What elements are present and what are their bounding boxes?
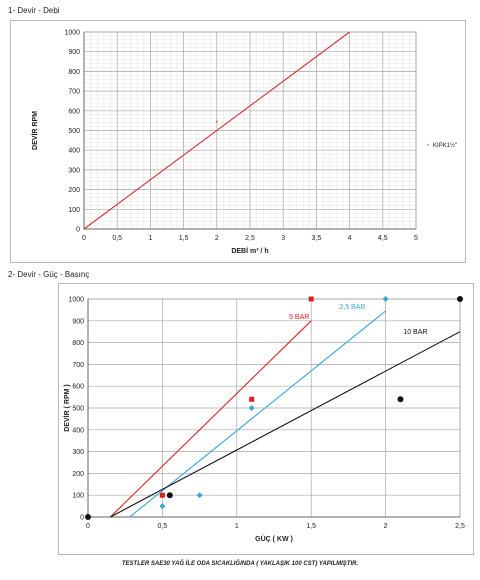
- series-labels: 5 BAR 2,5 BAR 10 BAR: [289, 304, 427, 336]
- data-point: [159, 492, 165, 498]
- data-point: [382, 296, 389, 302]
- y-tick-label: 0: [80, 515, 84, 522]
- series: *: [83, 31, 350, 230]
- x-axis-label: GÜÇ ( KW ): [255, 534, 293, 543]
- devir-debi-chart: 0 0,5 1 1,5 2 2,5 3 3,5 4 4,5 5 0 100 200 300 400 500 600…: [31, 30, 457, 256]
- y-axis-label: DEVİR ( RPM ): [63, 384, 71, 431]
- data-point: [457, 296, 463, 302]
- x-tick-label: 4: [348, 235, 352, 242]
- data-point: [248, 405, 255, 411]
- x-tick-label: 4,5: [378, 235, 388, 242]
- y-tick-label: 100: [68, 207, 80, 214]
- x-tick-label: 1: [235, 523, 239, 530]
- x-tick-label: 0,5: [112, 235, 122, 242]
- tick-labels: 0 0,5 1 1,5 2 2,5 3 3,5 4 4,5 5 0 100 200 300 400 500 600…: [64, 30, 418, 243]
- x-tick-label: 1,5: [179, 235, 189, 242]
- trendline: [83, 31, 350, 230]
- data-point: [308, 296, 314, 302]
- y-tick-label: 1000: [64, 30, 80, 37]
- data-point: [159, 503, 166, 510]
- y-tick-label: 700: [72, 362, 84, 369]
- y-tick-label: 600: [68, 108, 80, 115]
- grid: [83, 31, 417, 230]
- data-point: [85, 514, 91, 520]
- x-tick-label: 2: [215, 235, 219, 242]
- chart1-frame: 0 0,5 1 1,5 2 2,5 3 3,5 4 4,5 5 0 100 200 300 400 500 600…: [10, 20, 466, 263]
- series: [85, 296, 463, 520]
- y-tick-label: 900: [68, 49, 80, 56]
- y-tick-label: 500: [68, 128, 80, 135]
- x-tick-label: 2,5: [245, 235, 255, 242]
- y-tick-label: 500: [72, 406, 84, 413]
- x-tick-label: 0: [86, 523, 90, 530]
- x-tick-label: 2: [384, 523, 388, 530]
- data-point: [249, 396, 255, 402]
- data-point: [196, 492, 203, 499]
- y-tick-label: 400: [68, 148, 80, 155]
- x-tick-label: 3,5: [312, 235, 322, 242]
- devir-guc-basinc-chart: 0 0,5 1 1,5 2 2,5 0 100 200 300 400 500 600 700 800 900…: [63, 296, 465, 543]
- x-axis-label: DEBİ m³ / h: [231, 247, 268, 255]
- tick-labels: 0 0,5 1 1,5 2 2,5 0 100 200 300 400 500 600 700 800 900…: [68, 297, 465, 531]
- y-tick-label: 300: [68, 167, 80, 174]
- y-tick-label: 600: [72, 384, 84, 391]
- legend-marker: *: [427, 144, 430, 150]
- y-tick-label: 0: [76, 227, 80, 234]
- y-tick-label: 200: [68, 187, 80, 194]
- y-tick-label: 300: [72, 449, 84, 456]
- trendline: [109, 320, 312, 518]
- series-label: 5 BAR: [289, 314, 309, 321]
- series-label: 2,5 BAR: [339, 304, 365, 311]
- x-tick-label: 1,5: [306, 523, 316, 530]
- x-tick-label: 2,5: [455, 523, 465, 530]
- x-tick-label: 3: [281, 235, 285, 242]
- data-point: *: [215, 120, 218, 127]
- chart2-frame: 0 0,5 1 1,5 2 2,5 0 100 200 300 400 500 600 700 800 900…: [58, 283, 474, 555]
- x-tick-label: 0: [82, 235, 86, 242]
- x-tick-label: 1: [148, 235, 152, 242]
- axes: [87, 299, 460, 518]
- axes: [83, 32, 416, 230]
- y-tick-label: 800: [72, 340, 84, 347]
- y-tick-label: 200: [72, 471, 84, 478]
- legend-label: KIPK1½": [433, 142, 457, 149]
- series-label: 10 BAR: [403, 329, 427, 336]
- x-tick-label: 0,5: [158, 523, 168, 530]
- grid: [87, 298, 461, 518]
- y-tick-label: 400: [72, 427, 84, 434]
- section1-heading: 1- Devir - Debi: [8, 6, 60, 15]
- y-tick-label: 700: [68, 89, 80, 96]
- y-tick-label: 1000: [68, 297, 84, 304]
- y-tick-label: 900: [72, 318, 84, 325]
- trendline: [129, 310, 386, 518]
- trendline: [110, 331, 461, 518]
- data-point: [397, 396, 404, 403]
- legend: * KIPK1½": [427, 142, 457, 150]
- y-axis-label: DEVİR RPM: [31, 111, 39, 150]
- data-point: [166, 492, 173, 499]
- y-tick-label: 800: [68, 69, 80, 76]
- x-tick-label: 5: [414, 235, 418, 242]
- test-conditions-note: TESTLER SAE30 YAĞ İLE ODA SICAKLIĞINDA (…: [121, 561, 359, 567]
- section2-heading: 2- Devir - Güç - Basınç: [8, 270, 90, 279]
- y-tick-label: 100: [72, 493, 84, 500]
